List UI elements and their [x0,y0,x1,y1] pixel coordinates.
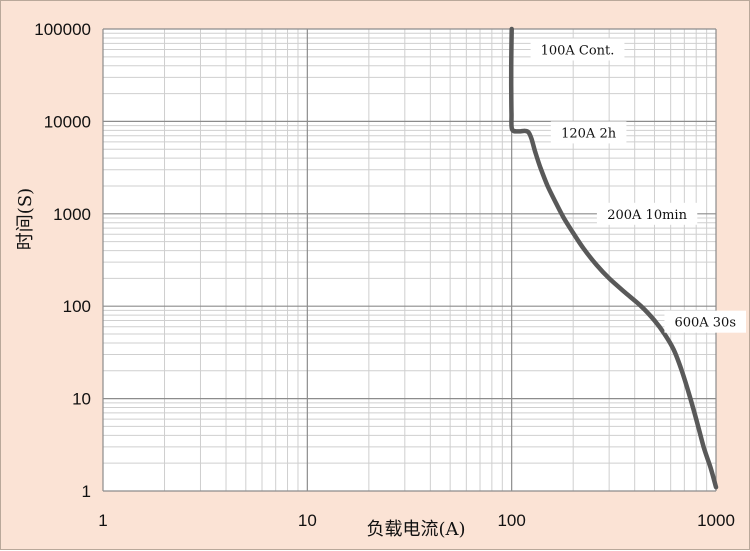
x-tick-label: 100 [497,511,525,530]
annotation-label: 100A Cont. [530,38,625,61]
annotation-box [664,310,746,333]
annotation-label: 120A 2h [550,121,627,144]
y-tick-label: 1000 [53,205,91,224]
y-tick-label: 100 [63,297,91,316]
y-tick-label: 100000 [34,20,91,39]
annotation-text: 120A 2h [561,126,617,141]
annotation-text: 600A 30s [674,316,736,331]
y-tick-label: 10 [72,390,91,409]
x-tick-label: 1000 [697,511,735,530]
x-tick-label: 1 [98,511,107,530]
x-tick-label: 10 [298,511,317,530]
annotation-box [596,202,698,225]
x-axis-title: 负载电流(A) [366,519,465,540]
annotation-label: 200A 10min [596,202,698,225]
annotation-label: 600A 30s [664,310,746,333]
annotation-box [550,121,627,144]
annotation-text: 100A Cont. [541,43,615,58]
annotation-text: 200A 10min [607,208,687,223]
y-tick-label: 1 [82,482,91,501]
plot-area [103,29,716,491]
y-tick-label: 10000 [44,112,91,131]
y-axis-title: 时间(S) [15,188,36,250]
trip-curve-line [508,26,719,490]
annotation-box [530,38,625,61]
